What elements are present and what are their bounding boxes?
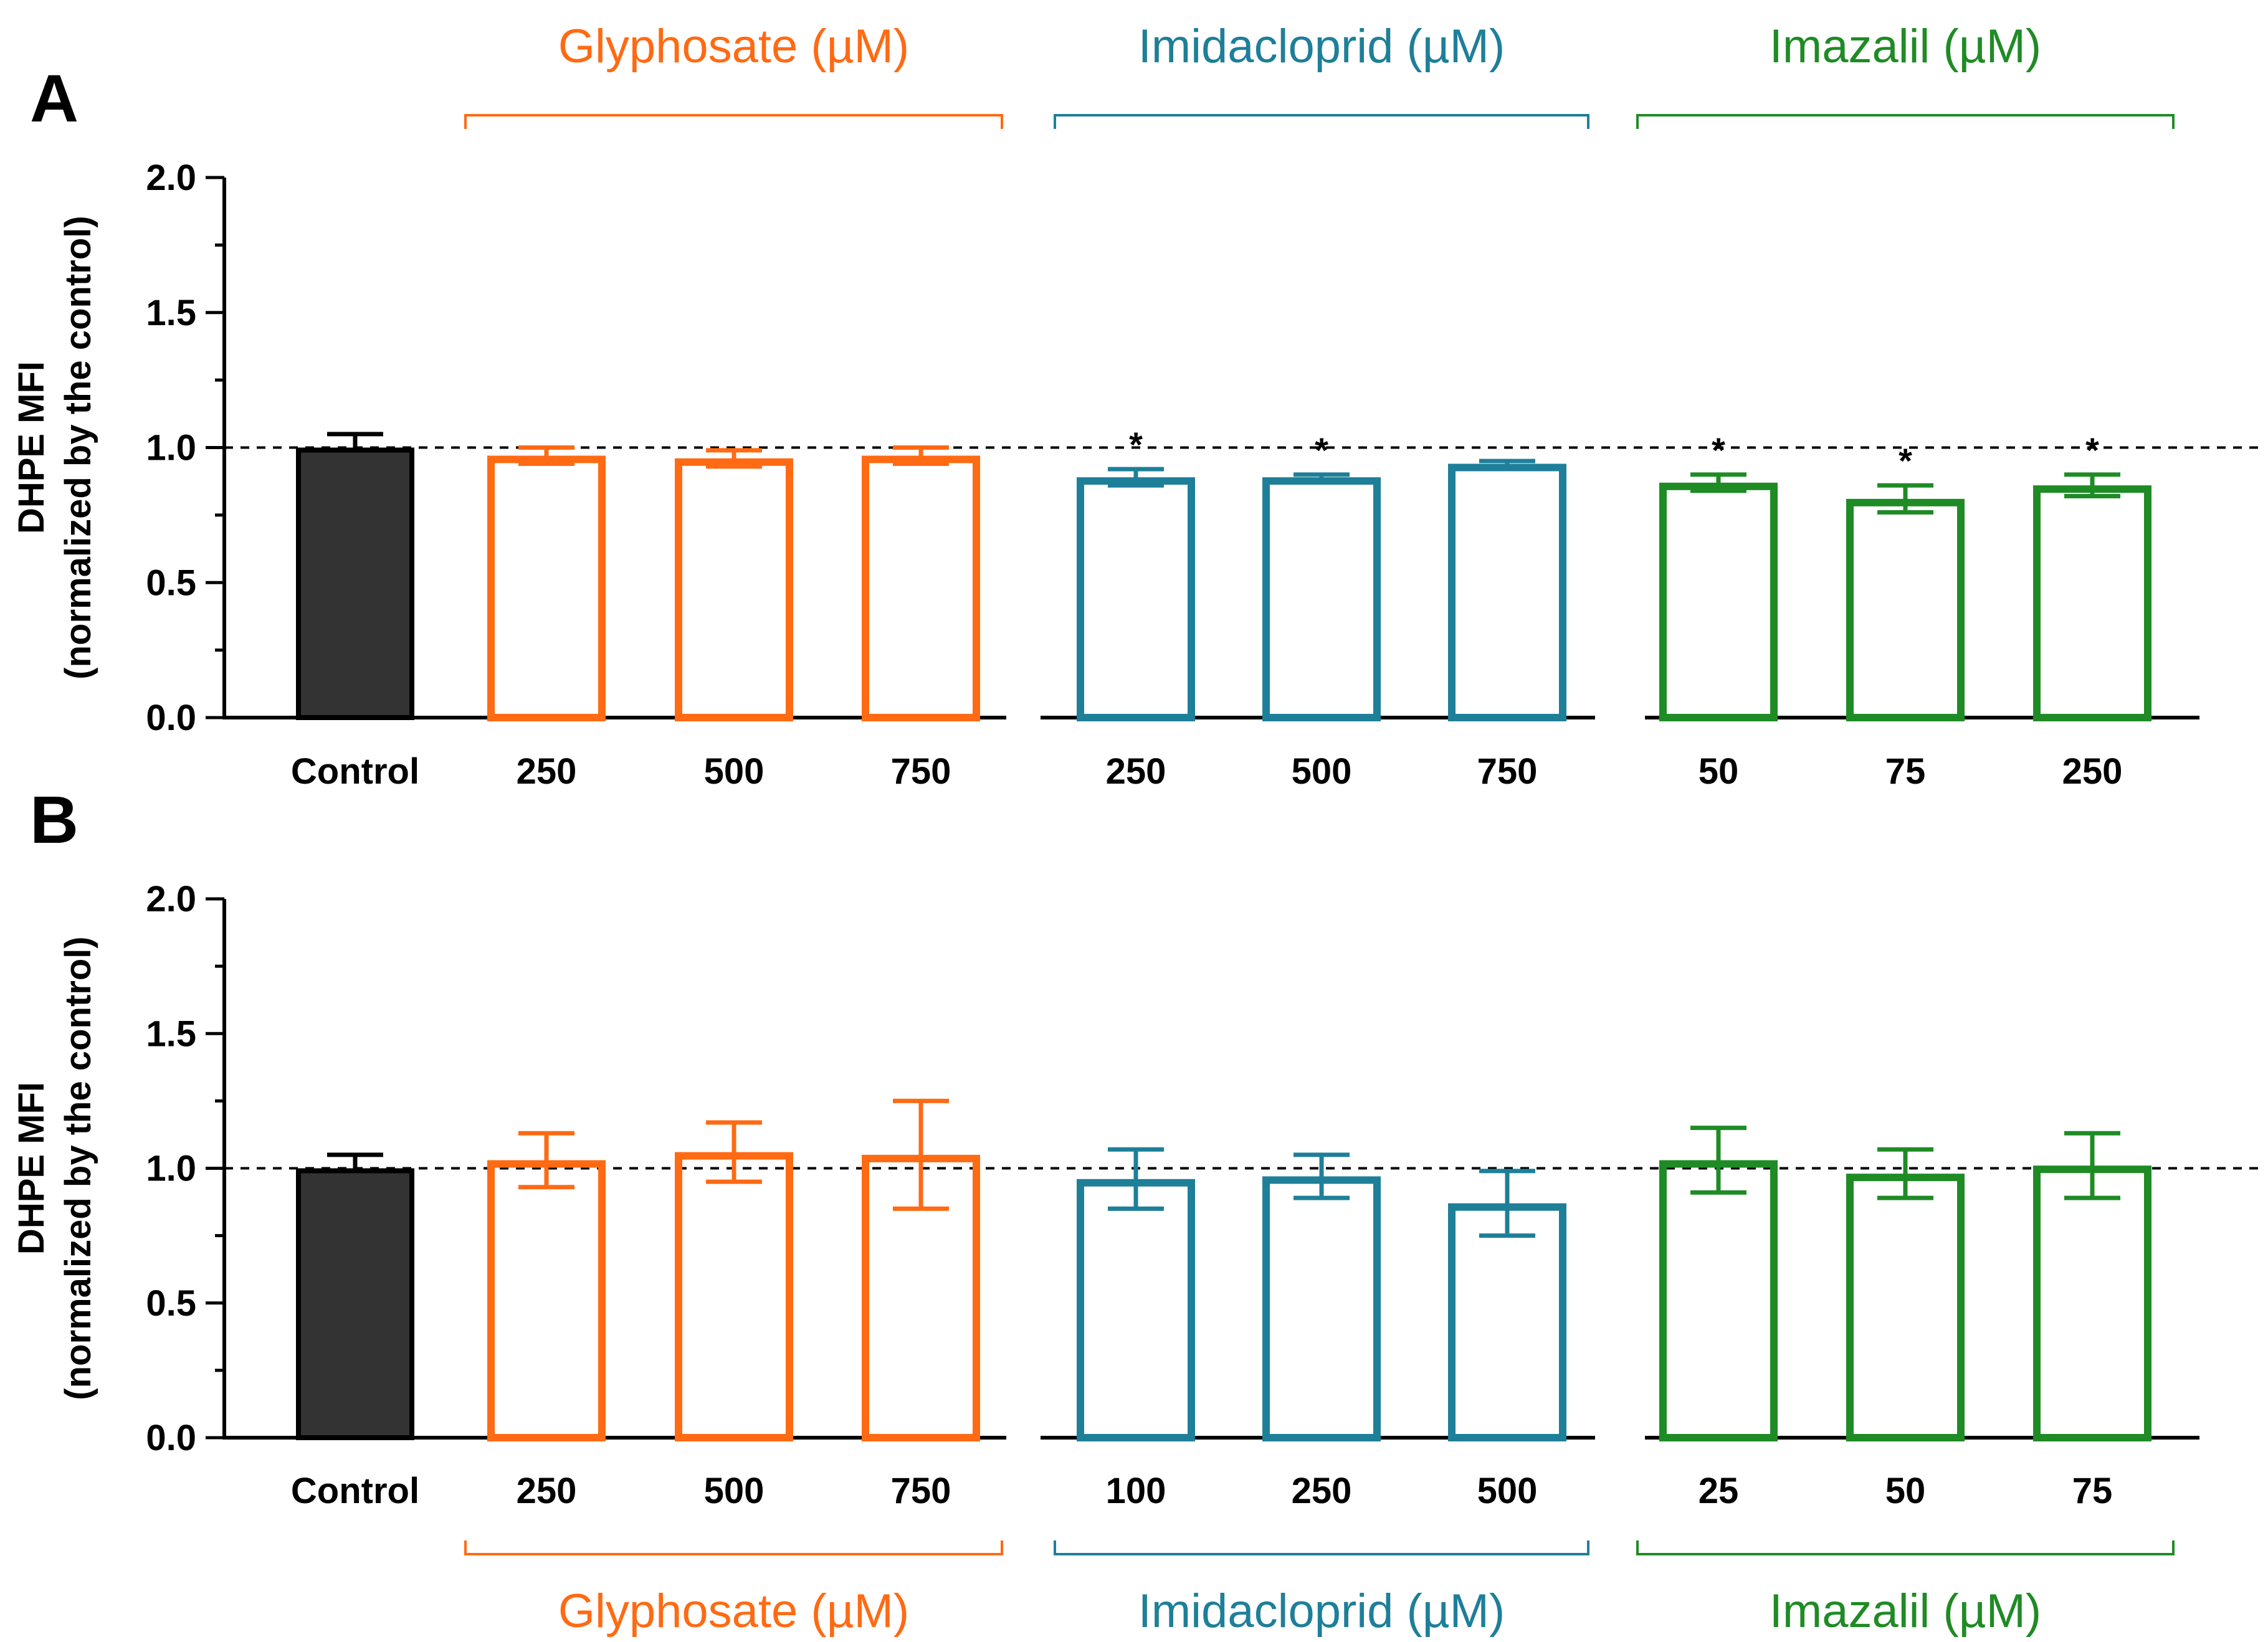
bar [1077, 477, 1195, 721]
y-tick-label: 1.5 [146, 293, 196, 333]
bar [862, 1154, 980, 1441]
y-axis-label: (normalized by the control) [58, 936, 98, 1400]
x-tick-label: Control [291, 1471, 419, 1511]
x-tick-label: 50 [1699, 751, 1739, 792]
panel-b: B DHPE MFI (normalized by the control) 0.0 0… [11, 782, 2262, 1638]
group-bracket [1054, 1540, 1589, 1555]
x-tick-label: 250 [517, 1471, 577, 1511]
x-tick-label: 75 [1885, 751, 1926, 792]
significance-marker: * [1315, 430, 1328, 470]
group-label: Glyphosate (µM) [558, 20, 909, 73]
significance-marker: * [1712, 430, 1725, 470]
bar [1262, 477, 1381, 721]
bar [2033, 1165, 2151, 1442]
x-tick-label: 75 [2072, 1471, 2113, 1511]
group-bracket [1636, 1540, 2175, 1555]
group-bracket [464, 114, 1003, 129]
panel-letter: A [30, 60, 79, 136]
bar [1077, 1179, 1195, 1442]
bar [1448, 463, 1566, 721]
bar [1846, 498, 1965, 721]
panel-a: A DHPE MFI (normalized by the control) 0.0 0… [11, 20, 2262, 792]
x-tick-label: 250 [2062, 751, 2123, 792]
x-tick-label: 250 [517, 751, 577, 792]
group-bracket [1636, 114, 2175, 129]
bar [1659, 482, 1778, 721]
significance-marker: * [1899, 441, 1912, 480]
bar [675, 458, 793, 722]
bar [2033, 485, 2151, 721]
y-axis-label: (normalized by the control) [58, 216, 98, 679]
x-tick-label: 25 [1699, 1471, 1739, 1511]
y-tick-label: 1.5 [146, 1013, 196, 1054]
group-label: Glyphosate (µM) [558, 1585, 909, 1638]
x-tick-label: 250 [1106, 751, 1166, 792]
y-axis-label: DHPE MFI [11, 1082, 52, 1255]
y-tick-label: 0.5 [146, 1283, 196, 1324]
group-bracket [1054, 114, 1589, 129]
y-tick-label: 0.5 [146, 562, 196, 603]
y-tick-label: 1.0 [146, 428, 196, 468]
bar [296, 447, 414, 720]
x-tick-label: 750 [891, 751, 951, 792]
bar [1846, 1174, 1965, 1442]
y-tick-label: 1.0 [146, 1149, 196, 1189]
group-label: Imidacloprid (µM) [1138, 20, 1505, 73]
y-tick-label: 2.0 [146, 158, 196, 198]
panel-letter: B [30, 782, 79, 857]
bar [487, 1160, 606, 1442]
significance-marker: * [2085, 430, 2099, 470]
x-tick-label: 50 [1885, 1471, 1926, 1511]
x-tick-label: 750 [1477, 751, 1538, 792]
y-tick-label: 2.0 [146, 879, 196, 919]
y-tick-label: 0.0 [146, 1418, 196, 1458]
y-tick-label: 0.0 [146, 698, 196, 738]
bar [675, 1152, 793, 1442]
bar [1659, 1160, 1778, 1442]
x-tick-label: 500 [704, 1471, 765, 1511]
x-tick-label: 500 [1477, 1471, 1538, 1511]
bar [487, 455, 606, 721]
group-label: Imazalil (µM) [1770, 20, 2041, 73]
x-tick-label: 500 [1292, 751, 1352, 792]
bar [1262, 1176, 1381, 1441]
x-tick-label: 750 [891, 1471, 951, 1511]
group-label: Imidacloprid (µM) [1138, 1585, 1505, 1638]
x-tick-label: Control [291, 751, 419, 792]
group-bracket [464, 1540, 1003, 1555]
x-tick-label: 100 [1106, 1471, 1166, 1511]
x-tick-label: 250 [1292, 1471, 1352, 1511]
bar [296, 1168, 414, 1440]
y-axis-label: DHPE MFI [11, 361, 52, 534]
group-label: Imazalil (µM) [1770, 1585, 2041, 1638]
bar [1448, 1203, 1566, 1441]
x-tick-label: 500 [704, 751, 765, 792]
bar [862, 455, 980, 721]
significance-marker: * [1129, 425, 1143, 464]
